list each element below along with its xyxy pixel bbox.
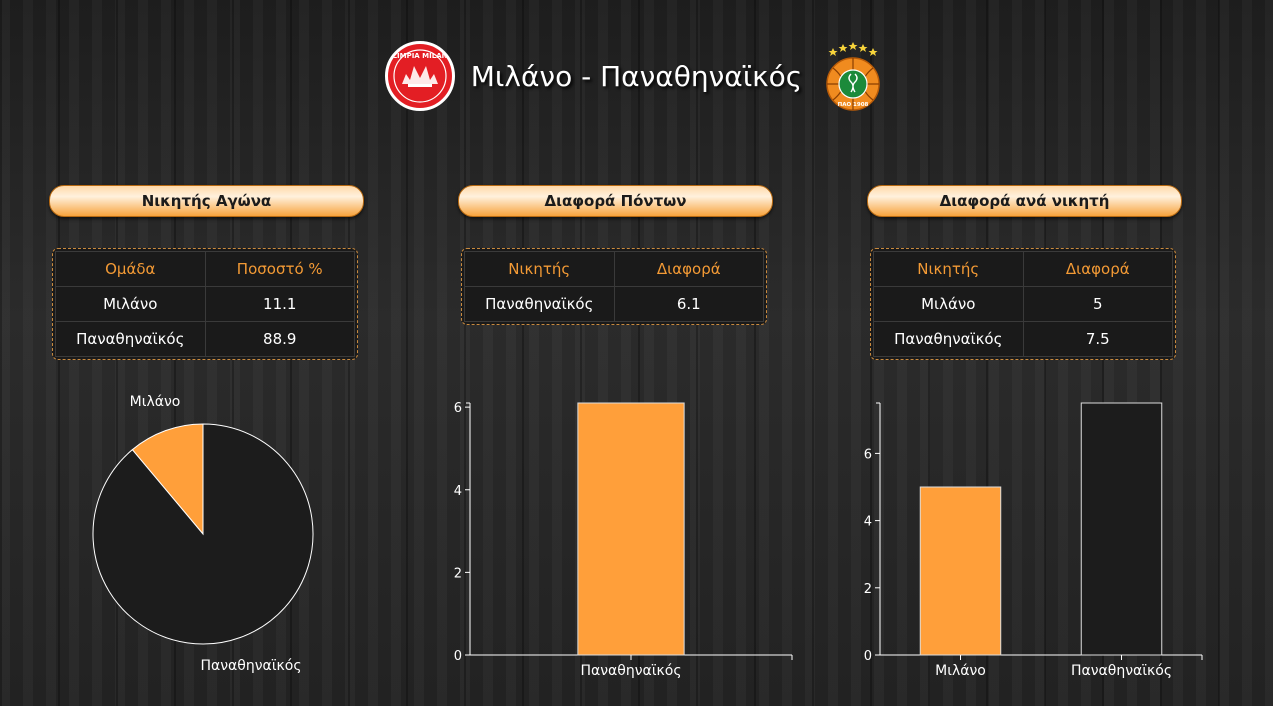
y-tick-label: 4 (864, 515, 872, 530)
column-header: Νικητής (464, 251, 615, 287)
team-cell: Μιλάνο (873, 286, 1024, 322)
bar (1080, 402, 1163, 656)
y-tick-label: 6 (864, 447, 872, 462)
value-cell: 88.9 (204, 321, 355, 357)
table-row: Μιλάνο 11.1 (55, 286, 355, 322)
column-header: Διαφορά (613, 251, 764, 287)
y-tick-label: 4 (454, 484, 462, 499)
table-row: Παναθηναϊκός 88.9 (55, 321, 355, 357)
table-row: Παναθηναϊκός 6.1 (464, 286, 764, 322)
pie-slice (131, 423, 204, 536)
table-header-row: Ομάδα Ποσοστό % (55, 251, 355, 287)
section-title-point-difference: Διαφορά Πόντων (458, 185, 773, 217)
bar (577, 402, 685, 656)
y-tick-label: 0 (864, 649, 872, 664)
column-header: Ομάδα (55, 251, 206, 287)
page-title: Μιλάνο - Παναθηναϊκός (470, 59, 803, 93)
pao-logo-text: ΠΑΟ 1908 (838, 102, 869, 108)
column-header: Νικητής (873, 251, 1024, 287)
table-row: Παναθηναϊκός 7.5 (873, 321, 1173, 357)
team-cell: Παναθηναϊκός (873, 321, 1024, 357)
section-title-match-winner: Νικητής Αγώνα (49, 185, 364, 217)
match-header: OLIMPIA MILANO Μιλάνο - Παναθηναϊκός ΠΑΟ… (0, 40, 1273, 112)
difference-per-winner-bar-chart: 0 2 4 6 Μιλάνο Παναθηναϊκός (864, 402, 1203, 679)
y-tick-label: 2 (864, 582, 872, 597)
table-header-row: Νικητής Διαφορά (873, 251, 1173, 287)
pao-logo-graphic: ΠΑΟ 1908 (826, 42, 880, 111)
value-cell: 5 (1022, 286, 1173, 322)
point-difference-table: Νικητής Διαφορά Παναθηναϊκός 6.1 (461, 248, 767, 325)
column-header: Ποσοστό % (204, 251, 355, 287)
match-winner-table: Ομάδα Ποσοστό % Μιλάνο 11.1 Παναθηναϊκός… (52, 248, 358, 360)
team-cell: Παναθηναϊκός (464, 286, 615, 322)
team-cell: Παναθηναϊκός (55, 321, 206, 357)
y-tick-label: 2 (454, 566, 462, 581)
panathinaikos-logo: ΠΑΟ 1908 (818, 40, 888, 112)
pie-label: Μιλάνο (130, 394, 181, 410)
point-difference-bar-chart: 0 2 4 6 Παναθηναϊκός (454, 401, 793, 679)
team-cell: Μιλάνο (55, 286, 206, 322)
pie-slice (92, 423, 314, 645)
stars-icon (828, 42, 878, 56)
value-cell: 6.1 (613, 286, 764, 322)
section-title-difference-per-winner: Διαφορά ανά νικητή (867, 185, 1182, 217)
y-tick-label: 6 (454, 401, 462, 416)
value-cell: 7.5 (1022, 321, 1173, 357)
x-tick-label: Μιλάνο (935, 663, 986, 679)
value-cell: 11.1 (204, 286, 355, 322)
x-tick-label: Παναθηναϊκός (580, 663, 681, 679)
pie-label: Παναθηναϊκός (200, 658, 301, 674)
milano-logo-text: OLIMPIA MILANO (388, 52, 452, 60)
x-tick-label: Παναθηναϊκός (1071, 663, 1172, 679)
difference-per-winner-table: Νικητής Διαφορά Μιλάνο 5 Παναθηναϊκός 7.… (870, 248, 1176, 360)
y-tick-label: 0 (454, 649, 462, 664)
match-winner-pie-chart: Μιλάνο Παναθηναϊκός (92, 394, 314, 674)
column-header: Διαφορά (1022, 251, 1173, 287)
olimpia-milano-logo: OLIMPIA MILANO (384, 41, 455, 111)
table-row: Μιλάνο 5 (873, 286, 1173, 322)
bar (919, 486, 1002, 656)
milano-logo-graphic: OLIMPIA MILANO (388, 49, 452, 103)
table-header-row: Νικητής Διαφορά (464, 251, 764, 287)
